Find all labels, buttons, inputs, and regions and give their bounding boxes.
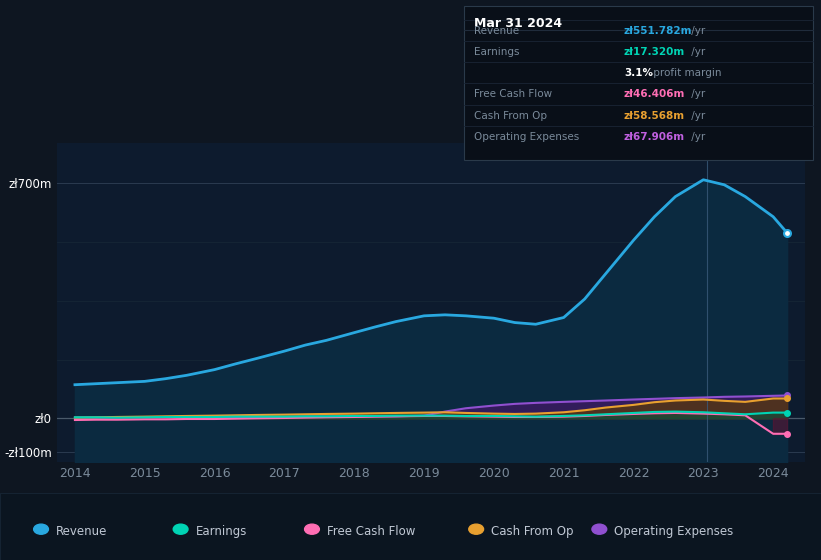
Text: Mar 31 2024: Mar 31 2024 xyxy=(474,17,562,30)
Text: Cash From Op: Cash From Op xyxy=(491,525,573,538)
Text: Free Cash Flow: Free Cash Flow xyxy=(474,90,552,100)
Text: zł58.568m: zł58.568m xyxy=(624,111,685,121)
Text: profit margin: profit margin xyxy=(650,68,722,78)
Text: Earnings: Earnings xyxy=(195,525,247,538)
Text: /yr: /yr xyxy=(688,90,705,100)
Text: zł551.782m: zł551.782m xyxy=(624,26,692,36)
Text: /yr: /yr xyxy=(688,26,705,36)
Text: Revenue: Revenue xyxy=(56,525,108,538)
Text: /yr: /yr xyxy=(688,111,705,121)
Text: Operating Expenses: Operating Expenses xyxy=(474,132,579,142)
Text: /yr: /yr xyxy=(688,47,705,57)
Text: Free Cash Flow: Free Cash Flow xyxy=(327,525,415,538)
Text: Earnings: Earnings xyxy=(474,47,519,57)
Text: zł67.906m: zł67.906m xyxy=(624,132,685,142)
Text: /yr: /yr xyxy=(688,132,705,142)
Text: Operating Expenses: Operating Expenses xyxy=(614,525,733,538)
Text: 3.1%: 3.1% xyxy=(624,68,653,78)
Text: zł17.320m: zł17.320m xyxy=(624,47,686,57)
Text: Cash From Op: Cash From Op xyxy=(474,111,547,121)
Text: zł46.406m: zł46.406m xyxy=(624,90,686,100)
Text: Revenue: Revenue xyxy=(474,26,519,36)
